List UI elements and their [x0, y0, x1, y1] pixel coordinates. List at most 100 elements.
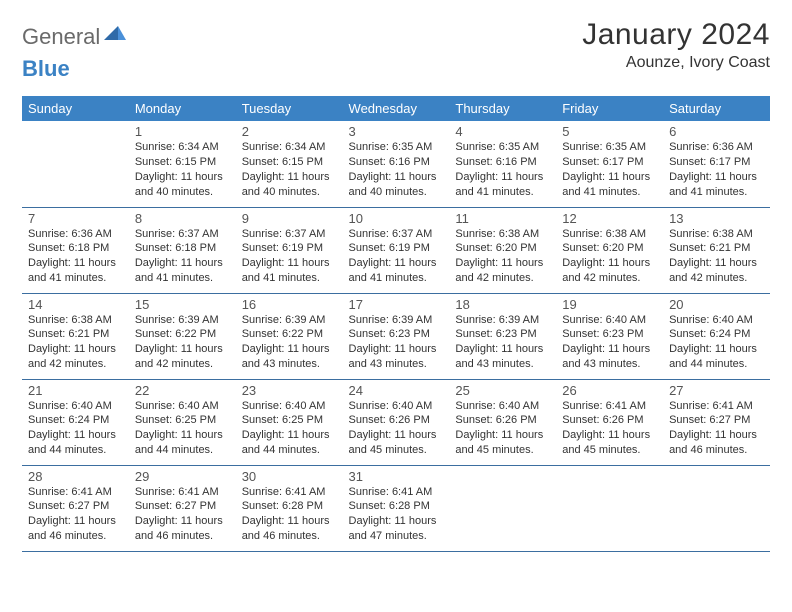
day-header: Tuesday: [236, 96, 343, 121]
day-header: Monday: [129, 96, 236, 121]
brand-part1: General: [22, 24, 100, 50]
daylight-text: and 47 minutes.: [349, 529, 444, 544]
daylight-text: and 44 minutes.: [669, 357, 764, 372]
day-number: 24: [349, 383, 444, 398]
day-header: Friday: [556, 96, 663, 121]
daylight-text: and 43 minutes.: [562, 357, 657, 372]
calendar-cell: 19Sunrise: 6:40 AMSunset: 6:23 PMDayligh…: [556, 293, 663, 379]
day-number: 30: [242, 469, 337, 484]
brand-logo: General: [22, 18, 128, 50]
daylight-text: Daylight: 11 hours: [242, 342, 337, 357]
daylight-text: and 41 minutes.: [135, 271, 230, 286]
sunset-text: Sunset: 6:18 PM: [28, 241, 123, 256]
daylight-text: and 40 minutes.: [135, 185, 230, 200]
daylight-text: Daylight: 11 hours: [562, 170, 657, 185]
sunrise-text: Sunrise: 6:40 AM: [349, 399, 444, 414]
calendar-cell: 7Sunrise: 6:36 AMSunset: 6:18 PMDaylight…: [22, 207, 129, 293]
daylight-text: Daylight: 11 hours: [455, 428, 550, 443]
day-number: 12: [562, 211, 657, 226]
sunset-text: Sunset: 6:25 PM: [135, 413, 230, 428]
calendar-cell: 22Sunrise: 6:40 AMSunset: 6:25 PMDayligh…: [129, 379, 236, 465]
sunrise-text: Sunrise: 6:40 AM: [135, 399, 230, 414]
day-number: 2: [242, 124, 337, 139]
calendar-table: SundayMondayTuesdayWednesdayThursdayFrid…: [22, 96, 770, 552]
sunset-text: Sunset: 6:22 PM: [135, 327, 230, 342]
day-number: 9: [242, 211, 337, 226]
sunset-text: Sunset: 6:16 PM: [455, 155, 550, 170]
daylight-text: and 41 minutes.: [242, 271, 337, 286]
sunrise-text: Sunrise: 6:35 AM: [562, 140, 657, 155]
daylight-text: and 42 minutes.: [562, 271, 657, 286]
calendar-cell: 5Sunrise: 6:35 AMSunset: 6:17 PMDaylight…: [556, 121, 663, 207]
daylight-text: Daylight: 11 hours: [562, 342, 657, 357]
sunset-text: Sunset: 6:17 PM: [669, 155, 764, 170]
calendar-cell: 10Sunrise: 6:37 AMSunset: 6:19 PMDayligh…: [343, 207, 450, 293]
daylight-text: Daylight: 11 hours: [349, 342, 444, 357]
calendar-cell: 14Sunrise: 6:38 AMSunset: 6:21 PMDayligh…: [22, 293, 129, 379]
sunset-text: Sunset: 6:28 PM: [349, 499, 444, 514]
day-number: 25: [455, 383, 550, 398]
daylight-text: and 41 minutes.: [455, 185, 550, 200]
calendar-cell: 15Sunrise: 6:39 AMSunset: 6:22 PMDayligh…: [129, 293, 236, 379]
calendar-cell: 16Sunrise: 6:39 AMSunset: 6:22 PMDayligh…: [236, 293, 343, 379]
sunset-text: Sunset: 6:26 PM: [562, 413, 657, 428]
sunset-text: Sunset: 6:27 PM: [28, 499, 123, 514]
calendar-cell: 4Sunrise: 6:35 AMSunset: 6:16 PMDaylight…: [449, 121, 556, 207]
day-number: 22: [135, 383, 230, 398]
sunrise-text: Sunrise: 6:39 AM: [242, 313, 337, 328]
daylight-text: and 42 minutes.: [455, 271, 550, 286]
daylight-text: and 42 minutes.: [28, 357, 123, 372]
sunset-text: Sunset: 6:15 PM: [242, 155, 337, 170]
calendar-cell: 26Sunrise: 6:41 AMSunset: 6:26 PMDayligh…: [556, 379, 663, 465]
daylight-text: Daylight: 11 hours: [349, 514, 444, 529]
daylight-text: and 40 minutes.: [242, 185, 337, 200]
daylight-text: and 41 minutes.: [669, 185, 764, 200]
sunset-text: Sunset: 6:19 PM: [242, 241, 337, 256]
day-header: Wednesday: [343, 96, 450, 121]
daylight-text: and 45 minutes.: [562, 443, 657, 458]
calendar-cell: 27Sunrise: 6:41 AMSunset: 6:27 PMDayligh…: [663, 379, 770, 465]
daylight-text: and 45 minutes.: [349, 443, 444, 458]
day-number: 8: [135, 211, 230, 226]
calendar-cell: 28Sunrise: 6:41 AMSunset: 6:27 PMDayligh…: [22, 465, 129, 551]
daylight-text: Daylight: 11 hours: [28, 342, 123, 357]
calendar-page: General January 2024 Aounze, Ivory Coast…: [0, 0, 792, 562]
daylight-text: and 46 minutes.: [669, 443, 764, 458]
daylight-text: and 40 minutes.: [349, 185, 444, 200]
day-number: 18: [455, 297, 550, 312]
daylight-text: Daylight: 11 hours: [135, 514, 230, 529]
sunset-text: Sunset: 6:24 PM: [669, 327, 764, 342]
daylight-text: and 41 minutes.: [562, 185, 657, 200]
calendar-cell: 24Sunrise: 6:40 AMSunset: 6:26 PMDayligh…: [343, 379, 450, 465]
daylight-text: Daylight: 11 hours: [242, 170, 337, 185]
day-number: 3: [349, 124, 444, 139]
sunset-text: Sunset: 6:16 PM: [349, 155, 444, 170]
calendar-body: 1Sunrise: 6:34 AMSunset: 6:15 PMDaylight…: [22, 121, 770, 551]
calendar-cell: 11Sunrise: 6:38 AMSunset: 6:20 PMDayligh…: [449, 207, 556, 293]
day-number: 31: [349, 469, 444, 484]
day-number: 11: [455, 211, 550, 226]
calendar-week-row: 7Sunrise: 6:36 AMSunset: 6:18 PMDaylight…: [22, 207, 770, 293]
calendar-header-row: SundayMondayTuesdayWednesdayThursdayFrid…: [22, 96, 770, 121]
calendar-cell: 29Sunrise: 6:41 AMSunset: 6:27 PMDayligh…: [129, 465, 236, 551]
daylight-text: and 46 minutes.: [28, 529, 123, 544]
sunset-text: Sunset: 6:26 PM: [455, 413, 550, 428]
day-number: 14: [28, 297, 123, 312]
calendar-week-row: 28Sunrise: 6:41 AMSunset: 6:27 PMDayligh…: [22, 465, 770, 551]
day-header: Thursday: [449, 96, 556, 121]
calendar-cell: 18Sunrise: 6:39 AMSunset: 6:23 PMDayligh…: [449, 293, 556, 379]
sunset-text: Sunset: 6:24 PM: [28, 413, 123, 428]
calendar-cell: [22, 121, 129, 207]
sunset-text: Sunset: 6:18 PM: [135, 241, 230, 256]
day-number: 1: [135, 124, 230, 139]
day-number: 7: [28, 211, 123, 226]
daylight-text: and 41 minutes.: [349, 271, 444, 286]
daylight-text: Daylight: 11 hours: [135, 170, 230, 185]
daylight-text: Daylight: 11 hours: [242, 256, 337, 271]
daylight-text: Daylight: 11 hours: [669, 428, 764, 443]
sunrise-text: Sunrise: 6:41 AM: [562, 399, 657, 414]
sunrise-text: Sunrise: 6:40 AM: [562, 313, 657, 328]
day-number: 4: [455, 124, 550, 139]
sunrise-text: Sunrise: 6:41 AM: [135, 485, 230, 500]
calendar-cell: [663, 465, 770, 551]
